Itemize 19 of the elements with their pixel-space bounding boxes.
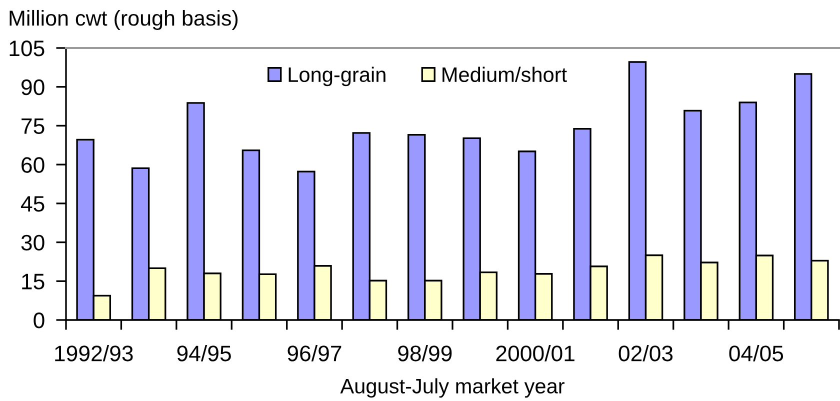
y-tick-label: 45 [20, 196, 44, 212]
x-axis-title: August-July market year [340, 378, 564, 398]
y-tick-label: 105 [10, 40, 44, 56]
y-tick-label: 75 [22, 118, 44, 134]
x-tick-label: 02/03 [618, 345, 673, 362]
y-tick-label: 15 [22, 274, 44, 290]
y-tick-label: 30 [21, 234, 44, 251]
x-tick-label: 1992/93 [55, 345, 133, 362]
y-tick-label: 60 [22, 157, 44, 173]
y-tick-label: 0 [34, 312, 44, 328]
legend-label: Long-grain [288, 66, 386, 86]
x-tick-label: 94/95 [177, 345, 231, 362]
y-tick-label: 90 [21, 79, 44, 96]
x-tick-label: 2000/01 [496, 345, 574, 362]
x-tick-label: 04/05 [729, 345, 784, 362]
legend-label: Medium/short [442, 66, 567, 82]
y-axis-title: Million cwt (rough basis) [10, 10, 238, 30]
x-tick-label: 98/99 [398, 345, 452, 362]
x-tick-label: 96/97 [288, 345, 342, 362]
